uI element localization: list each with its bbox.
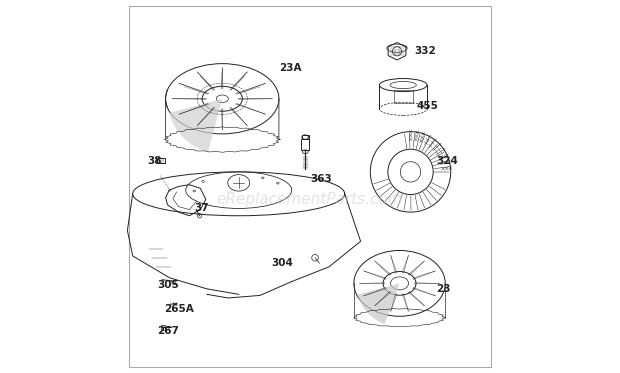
- Text: 37: 37: [194, 203, 209, 213]
- Bar: [302, 135, 309, 140]
- Text: 267: 267: [157, 326, 179, 336]
- Text: 265A: 265A: [164, 304, 193, 314]
- Wedge shape: [358, 283, 399, 324]
- Text: eReplacementParts.com: eReplacementParts.com: [216, 192, 404, 207]
- Text: 23: 23: [436, 284, 451, 294]
- Bar: [301, 139, 309, 150]
- Bar: [394, 90, 413, 103]
- Text: 23A: 23A: [279, 63, 301, 73]
- Text: 332: 332: [414, 46, 436, 56]
- Text: 304: 304: [272, 258, 293, 268]
- Text: 455: 455: [416, 101, 438, 111]
- Bar: [161, 325, 165, 330]
- Text: 305: 305: [157, 280, 179, 290]
- Text: 363: 363: [310, 174, 332, 184]
- Wedge shape: [169, 99, 223, 152]
- Text: 38: 38: [148, 156, 162, 166]
- Bar: [157, 158, 166, 163]
- Text: 324: 324: [436, 156, 458, 166]
